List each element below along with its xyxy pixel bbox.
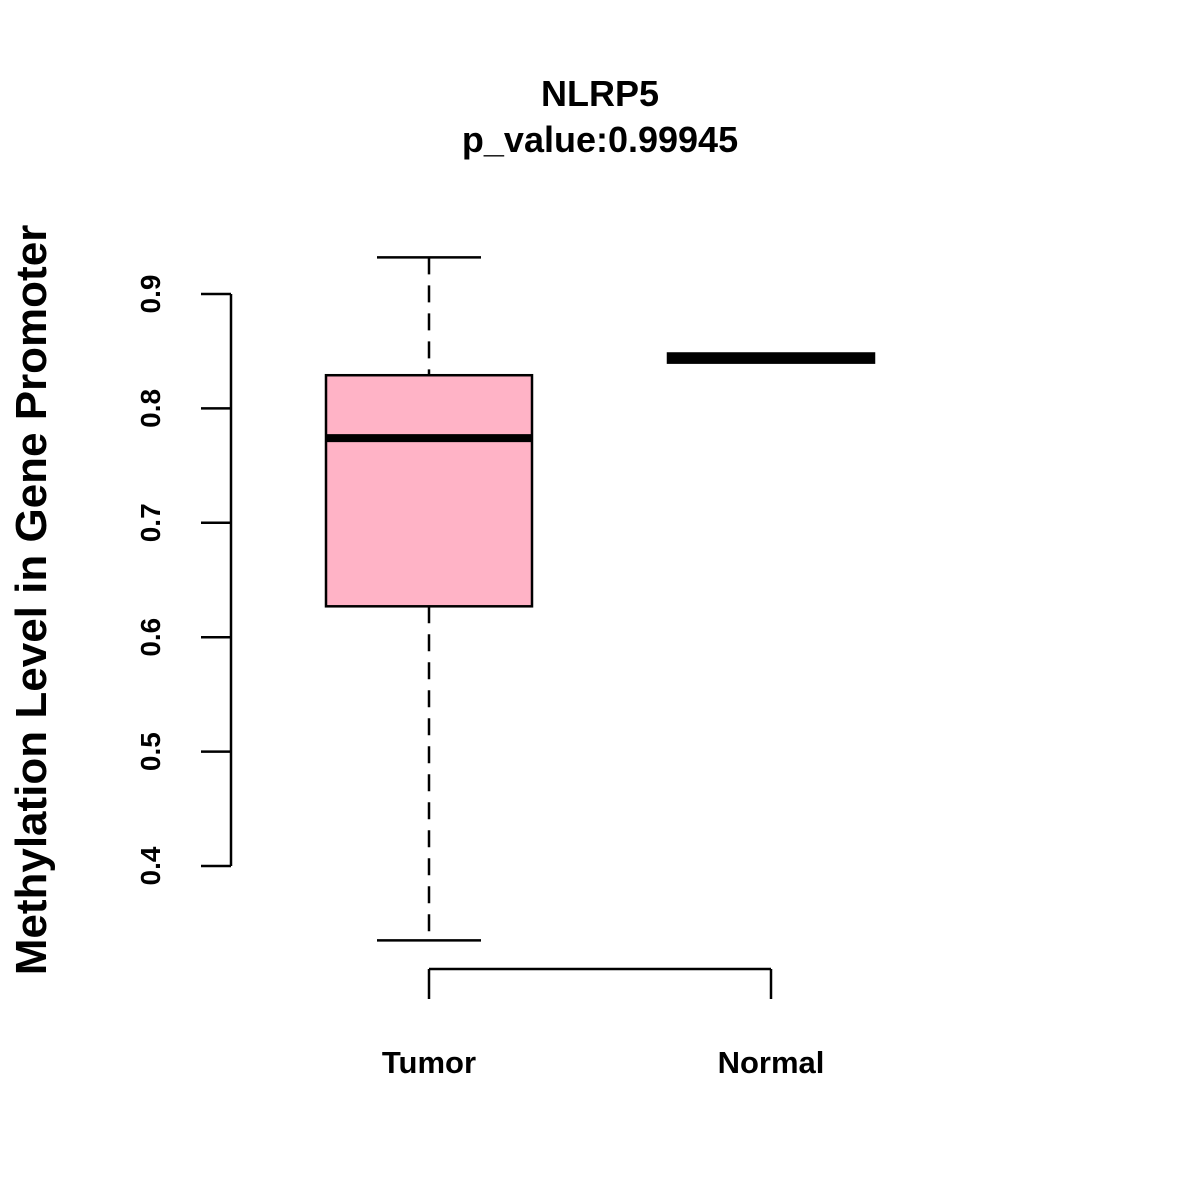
- y-axis: 0.4 0.5 0.6 0.7 0.8 0.9: [135, 275, 233, 885]
- y-tick-label: 0.4: [135, 846, 166, 885]
- box-iqr: [324, 373, 534, 608]
- y-tick-label: 0.9: [135, 275, 166, 314]
- y-tick-label: 0.8: [135, 389, 166, 428]
- y-tick-label: 0.7: [135, 503, 166, 542]
- chart-subtitle: p_value:0.99945: [462, 119, 738, 160]
- x-category-label: Normal: [718, 1045, 825, 1080]
- x-category-label: Tumor: [382, 1045, 476, 1080]
- y-axis-label: Methylation Level in Gene Promoter: [7, 225, 56, 976]
- y-tick-label: 0.6: [135, 618, 166, 657]
- boxes: [324, 256, 876, 942]
- chart-title: NLRP5: [541, 73, 659, 114]
- box-normal: [666, 352, 876, 364]
- box-tumor: [324, 256, 534, 942]
- x-axis: Tumor Normal: [382, 967, 825, 1080]
- y-tick-label: 0.5: [135, 732, 166, 771]
